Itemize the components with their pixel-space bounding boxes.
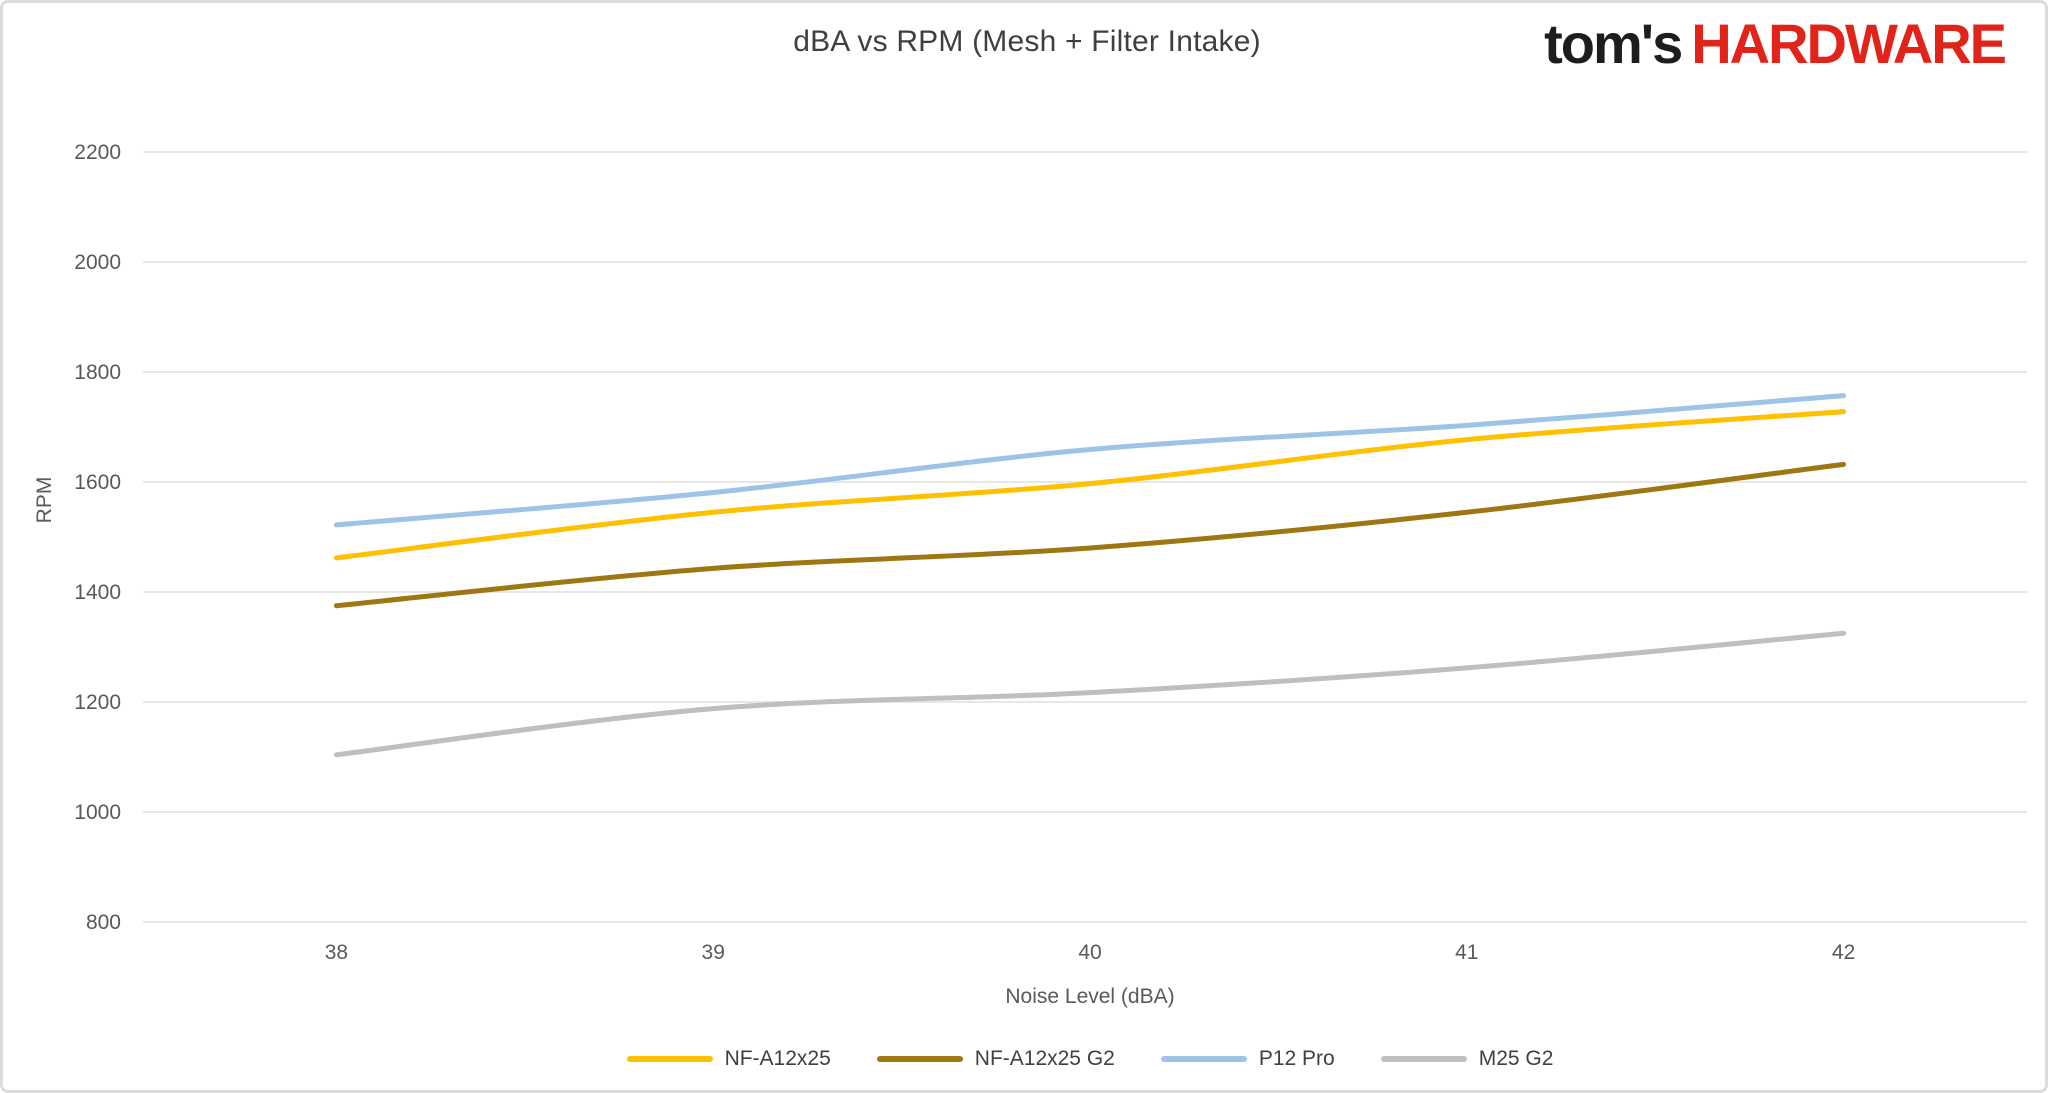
legend-item: P12 Pro: [1160, 1047, 1335, 1071]
legend-item: NF-A12x25: [626, 1047, 831, 1071]
y-tick-label: 1800: [74, 361, 121, 384]
legend-label: M25 G2: [1478, 1047, 1554, 1070]
legend-swatch: [1160, 1056, 1247, 1062]
y-tick-label: 800: [86, 911, 121, 934]
series-line-nf-a12x25: [333, 409, 1847, 561]
y-tick-label: 2200: [74, 141, 121, 164]
chart-title: dBA vs RPM (Mesh + Filter Intake): [793, 25, 1261, 58]
legend-swatch: [626, 1056, 713, 1062]
y-tick-label: 1200: [74, 691, 121, 714]
line-chart: 800 1000 1200 1400 1600 1800 2000 2200 38 39 40 41 4…: [33, 141, 2027, 1008]
x-axis-title: Noise Level (dBA): [1005, 985, 1174, 1008]
y-tick-label: 2000: [74, 251, 121, 274]
legend-label: NF-A12x25: [724, 1047, 831, 1070]
x-tick-label: 39: [702, 941, 725, 964]
legend-label: P12 Pro: [1258, 1047, 1335, 1070]
y-tick-label: 1000: [74, 801, 121, 824]
legend-item: M25 G2: [1380, 1047, 1554, 1071]
legend-item: NF-A12x25 G2: [876, 1047, 1115, 1071]
x-tick-label: 40: [1078, 941, 1101, 964]
x-tick-label: 41: [1455, 941, 1478, 964]
legend-swatch: [1380, 1056, 1467, 1062]
chart-legend: NF-A12x25 NF-A12x25 G2 P12 Pro M25 G2: [148, 1039, 2032, 1079]
series-line-nf-a12x25-g2: [333, 461, 1847, 609]
series-line-p12-pro: [333, 393, 1847, 528]
x-tick-label: 42: [1832, 941, 1855, 964]
logo-hardware: HARDWARE: [1691, 12, 2007, 75]
y-tick-label: 1600: [74, 471, 121, 494]
toms-hardware-logo: tom's HARDWARE: [1544, 11, 2007, 76]
x-tick-label: 38: [325, 941, 348, 964]
logo-toms: tom's: [1544, 12, 1683, 75]
legend-label: NF-A12x25 G2: [974, 1047, 1115, 1070]
series-line-m25-g2: [333, 630, 1847, 758]
y-tick-label: 1400: [74, 581, 121, 604]
y-axis-title: RPM: [33, 477, 56, 524]
legend-swatch: [876, 1056, 963, 1062]
